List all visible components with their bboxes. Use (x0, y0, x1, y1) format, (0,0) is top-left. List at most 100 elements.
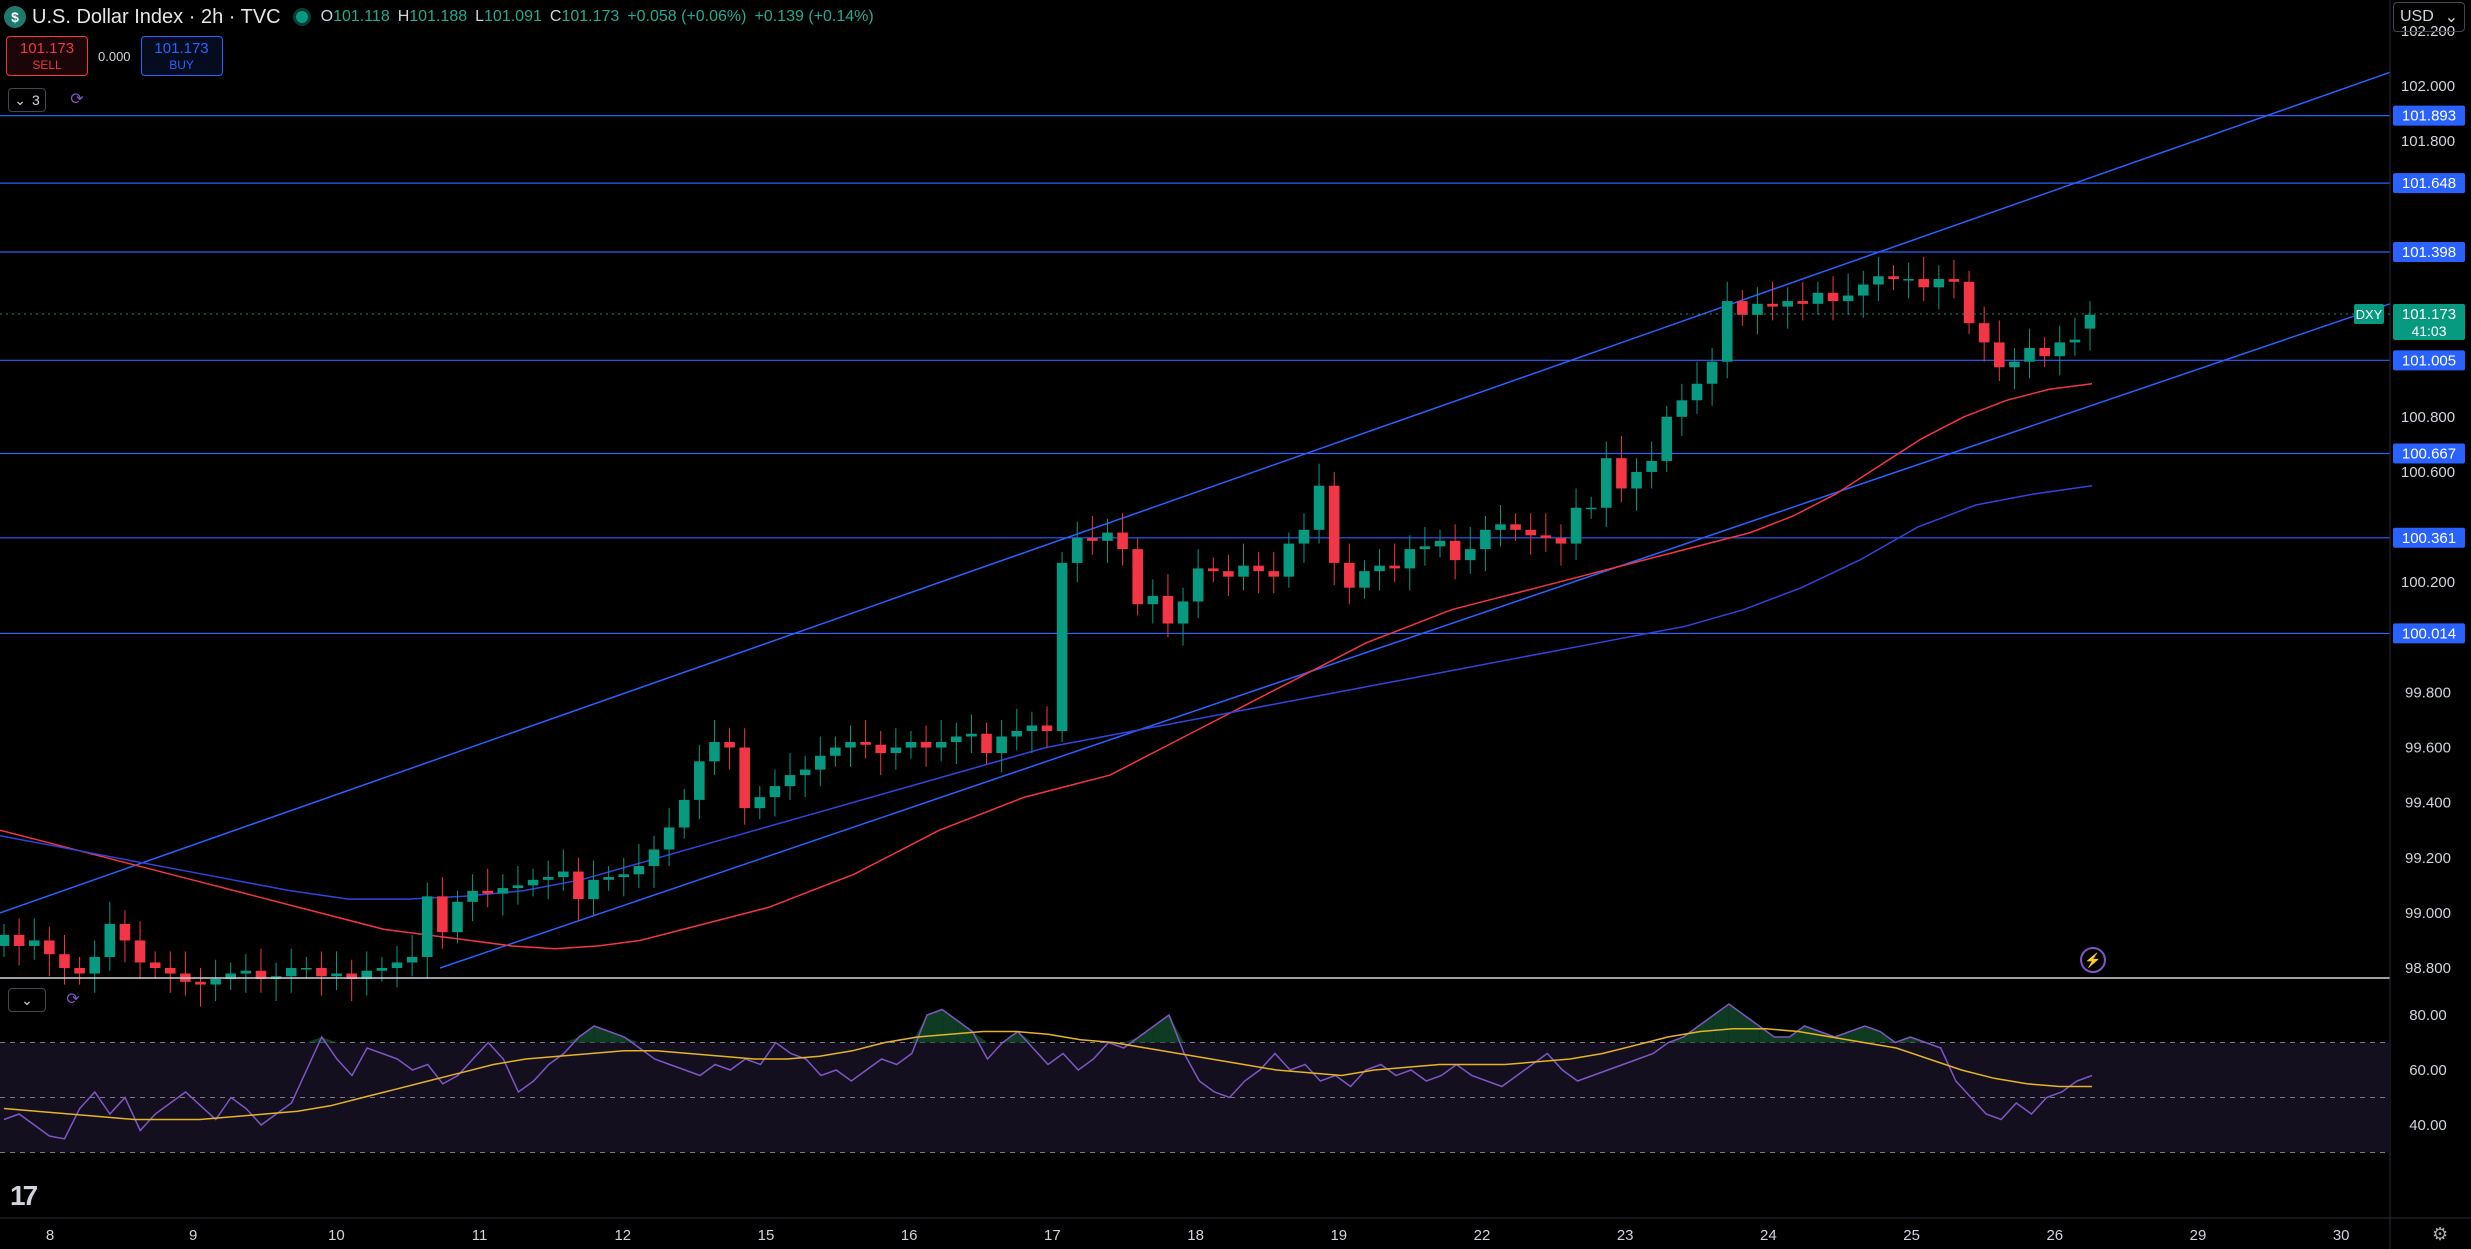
time-tick-label: 8 (46, 1227, 54, 1244)
candle-body (860, 742, 871, 745)
candle-body (1721, 301, 1733, 362)
candle-body (1328, 485, 1340, 563)
candle-body (437, 896, 448, 933)
ohlc-value: +0.139 (+0.14%) (754, 8, 874, 25)
rsi-overbought-fill (1865, 1026, 1881, 1043)
currency-label: USD (2400, 8, 2434, 25)
time-tick-label: 17 (1044, 1227, 1061, 1244)
rsi-overbought-fill (1017, 1031, 1033, 1043)
candle-body (996, 736, 1007, 754)
candle-body (376, 968, 388, 971)
candle-body (1359, 571, 1370, 588)
chart-header: $ U.S. Dollar Index · 2h · TVC O101.118 H… (0, 0, 882, 34)
chart-title[interactable]: U.S. Dollar Index · 2h · TVC (32, 5, 281, 28)
candle-body (1616, 458, 1627, 489)
rsi-collapse-button[interactable]: ⌄ (8, 988, 46, 1012)
candle-body (1570, 507, 1582, 544)
rsi-overbought-fill (321, 1037, 337, 1043)
ma-fast-line (0, 383, 2093, 950)
time-tick-label: 15 (758, 1227, 775, 1244)
candle-body (2039, 347, 2050, 357)
level-price-text: 101.648 (2402, 175, 2456, 192)
tradingview-logo[interactable]: 17 (10, 1180, 38, 1211)
candle-body (1207, 568, 1219, 572)
price-tick-label: 98.800 (2405, 960, 2451, 977)
lightning-icon[interactable]: ⚡ (2080, 947, 2106, 973)
indicators-count: 3 (31, 92, 40, 108)
ohlc-key: C (549, 8, 562, 25)
gear-icon[interactable]: ⚙ (2432, 1224, 2449, 1244)
candle-body (1071, 538, 1083, 563)
candle-body (663, 827, 675, 850)
candle-body (1041, 725, 1053, 731)
candle-body (225, 973, 237, 980)
countdown-text: 41:03 (2411, 323, 2446, 339)
time-tick-label: 30 (2333, 1227, 2350, 1244)
candle-body (316, 968, 327, 977)
candle-body (210, 979, 221, 985)
candle-body (89, 956, 100, 974)
candle-body (573, 871, 584, 900)
candle-body (1147, 595, 1159, 605)
candle-body (59, 954, 70, 968)
ohlc-key: O (320, 8, 334, 25)
spread-value: 0.000 (98, 48, 131, 64)
rsi-overbought-fill (1759, 1026, 1775, 1043)
ma-slow-line (0, 484, 2093, 900)
candle-body (1646, 460, 1657, 472)
sell-button[interactable]: 101.173 SELL (6, 36, 88, 76)
candle-body (1011, 730, 1023, 737)
level-price-text: 101.398 (2402, 244, 2456, 261)
time-tick-label: 9 (189, 1227, 197, 1244)
price-tick-label: 99.800 (2405, 684, 2451, 701)
chevron-down-icon: ⌄ (14, 91, 26, 108)
candle-body (467, 890, 478, 902)
time-tick-label: 18 (1187, 1227, 1204, 1244)
candle-body (1737, 301, 1748, 315)
candle-body (1162, 595, 1174, 624)
candle-body (1842, 295, 1854, 302)
price-axis[interactable]: 102.200102.000101.800100.800100.600100.2… (2393, 23, 2465, 977)
candle-body (603, 877, 614, 880)
candle-body (1283, 543, 1295, 577)
ohlc-values: O101.118 H101.188 L101.091 C101.173 +0.058 (… (321, 8, 882, 26)
candle-body (2024, 347, 2035, 362)
candle-body (633, 866, 645, 875)
market-status-icon[interactable] (292, 8, 311, 26)
sync-icon[interactable]: ⟳ (70, 91, 84, 108)
rsi-overbought-fill (1153, 1015, 1170, 1043)
ohlc-key: H (397, 8, 410, 25)
time-tick-label: 26 (2046, 1227, 2063, 1244)
rsi-tick-label: 80.00 (2409, 1007, 2447, 1024)
candle-body (1253, 565, 1264, 572)
rsi-overbought-fill (1789, 1026, 1805, 1043)
sell-label: SELL (32, 58, 62, 72)
candle-body (44, 940, 55, 955)
rsi-pane: 80.00 60.00 40.00 (0, 1003, 2447, 1153)
currency-selector[interactable]: USD ⌄ (2393, 2, 2465, 32)
symbol-logo-icon[interactable]: $ (4, 6, 26, 28)
candle-body (497, 888, 509, 894)
candle-body (1782, 301, 1793, 307)
level-price-tag (2393, 443, 2465, 464)
candle-body (1963, 281, 1975, 324)
candle-body (935, 742, 947, 748)
candle-body (255, 970, 267, 980)
rsi-overbought-fill (1683, 1026, 1699, 1043)
horizontal-levels (0, 115, 2390, 635)
indicators-toggle-button[interactable]: ⌄ 3 (8, 88, 46, 112)
candle-body (119, 923, 131, 941)
candle-body (74, 968, 85, 974)
level-price-text: 100.361 (2402, 530, 2456, 547)
buy-button[interactable]: 101.173 BUY (140, 36, 223, 76)
price-tick-label: 99.000 (2405, 905, 2451, 922)
level-price-text: 101.893 (2402, 108, 2456, 125)
rsi-overbought-fill (1774, 1037, 1790, 1043)
candle-body (2054, 342, 2066, 357)
rsi-overbought-fill (1698, 1015, 1714, 1043)
sync-icon[interactable]: ⟳ (66, 991, 80, 1008)
time-axis[interactable]: 8 9 10 11 12 15 16 17 18 19 22 23 24 25 26 29 30 (46, 1227, 2350, 1244)
buy-price: 101.173 (154, 40, 209, 57)
